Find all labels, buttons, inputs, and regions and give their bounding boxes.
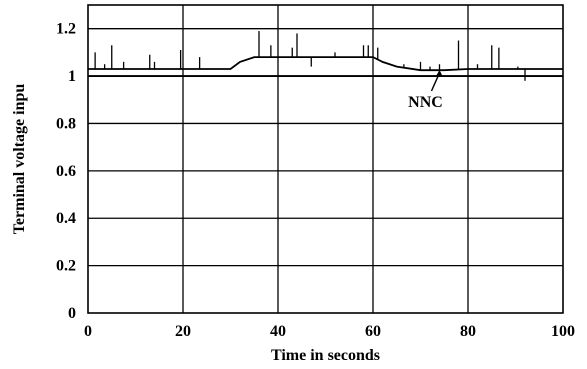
x-tick-labels: 0 20 40 60 80 100 [84,323,575,340]
y-tick-label: 1.2 [56,21,76,38]
y-tick-label: 0.6 [56,163,76,180]
annotation-arrowhead [435,69,443,77]
x-tick-label: 40 [270,323,286,340]
y-tick-label: 0 [68,305,76,322]
x-axis-label: Time in seconds [271,347,380,364]
y-axis-label: Terminal voltage inpu [11,84,28,235]
x-tick-label: 100 [551,323,575,340]
y-tick-labels: 0 0.2 0.4 0.6 0.8 1 1.2 [56,21,76,322]
y-tick-label: 0.8 [56,115,76,132]
series-layer [88,56,563,72]
annotation-layer: NNC [408,69,443,111]
plot-frame [87,4,564,314]
annotation-label: NNC [408,94,443,111]
y-tick-label: 0.2 [56,258,76,275]
y-tick-label: 0.4 [56,210,76,227]
spike-layer [94,31,526,81]
x-tick-label: 20 [175,323,191,340]
x-tick-label: 0 [84,323,92,340]
plot-border [87,4,564,314]
series-line [88,56,563,72]
x-tick-label: 60 [365,323,381,340]
y-tick-label: 1 [68,68,76,85]
x-tick-label: 80 [460,323,476,340]
